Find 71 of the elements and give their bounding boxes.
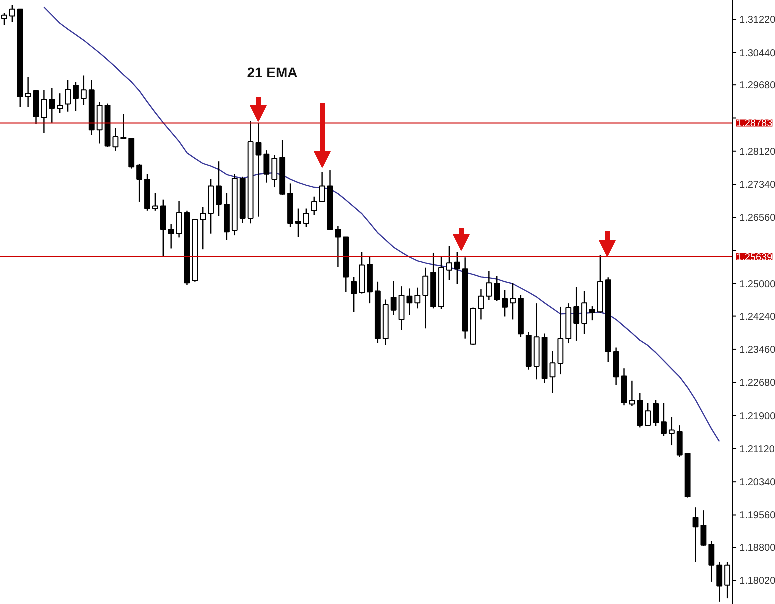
candlestick [136, 164, 143, 203]
y-tick-label: 1.28120 [740, 146, 775, 158]
line-series [44, 6, 720, 442]
candlestick [311, 196, 318, 216]
candlestick [510, 282, 516, 320]
ref-line-label: 1.25639 [736, 252, 774, 264]
candlestick [406, 288, 413, 316]
candlestick [335, 226, 342, 268]
candlestick [25, 76, 32, 108]
y-tick-label: 1.30440 [740, 48, 775, 60]
candlestick [653, 400, 659, 428]
y-tick-label: 1.26560 [740, 213, 775, 224]
candlestick [454, 252, 460, 286]
candlestick [176, 200, 182, 238]
candlestick [582, 290, 588, 335]
ref-line-label: 1.28783 [736, 118, 774, 130]
candlestick [73, 82, 79, 112]
y-tick-label: 1.18020 [740, 576, 775, 588]
candlestick [264, 150, 270, 184]
candlestick [296, 208, 302, 238]
y-tick-label: 1.24240 [740, 312, 775, 323]
candlestick [414, 287, 421, 310]
candlestick [80, 75, 87, 106]
candlestick [700, 510, 707, 547]
candlestick [574, 286, 580, 342]
candlestick [256, 122, 262, 218]
candlestick [676, 424, 683, 458]
candlestick [168, 224, 174, 250]
candlestick [661, 402, 667, 437]
candlestick [668, 416, 675, 446]
annotation: 21 EMA [247, 64, 298, 80]
candlestick [160, 199, 166, 257]
y-tick-label: 1.18800 [740, 543, 775, 554]
candlestick [716, 561, 723, 603]
candlestick [319, 172, 326, 203]
y-tick-label: 1.31220 [740, 15, 775, 26]
candlestick [152, 192, 158, 212]
candlestick [65, 80, 72, 112]
candlestick [629, 380, 636, 408]
candlestick [41, 90, 48, 134]
candlestick [303, 208, 310, 228]
candlestick [590, 306, 596, 322]
candlestick [422, 267, 429, 330]
y-tick-label: 1.23460 [740, 344, 775, 356]
candlestick [478, 288, 484, 320]
candlestick [645, 402, 652, 428]
y-tick-label: 1.29680 [740, 80, 775, 92]
candlestick [494, 276, 500, 302]
y-tick-label: 1.20340 [740, 478, 775, 489]
candlestick [200, 206, 206, 250]
candlestick [216, 160, 222, 218]
candlestick [57, 92, 64, 114]
y-tick-label: 1.19560 [740, 510, 775, 522]
y-tick-label: 1.25000 [740, 280, 775, 291]
y-tick-label: 1.22680 [740, 378, 775, 390]
candlestick [2, 12, 8, 26]
candlestick [550, 350, 556, 394]
candlestick [446, 246, 452, 281]
candlestick [390, 280, 397, 316]
candlestick [502, 290, 508, 318]
candlestick [486, 270, 492, 301]
y-tick-label: 1.21120 [740, 444, 775, 456]
candlestick [692, 506, 699, 563]
candlestick [272, 154, 278, 188]
y-tick-label: 1.27340 [740, 180, 775, 192]
candlestick [351, 276, 358, 313]
y-tick-label: 1.21900 [740, 411, 775, 422]
candlestick [9, 4, 16, 23]
candlestick [708, 540, 715, 583]
candlestick [112, 128, 119, 152]
candlestick [49, 88, 56, 124]
